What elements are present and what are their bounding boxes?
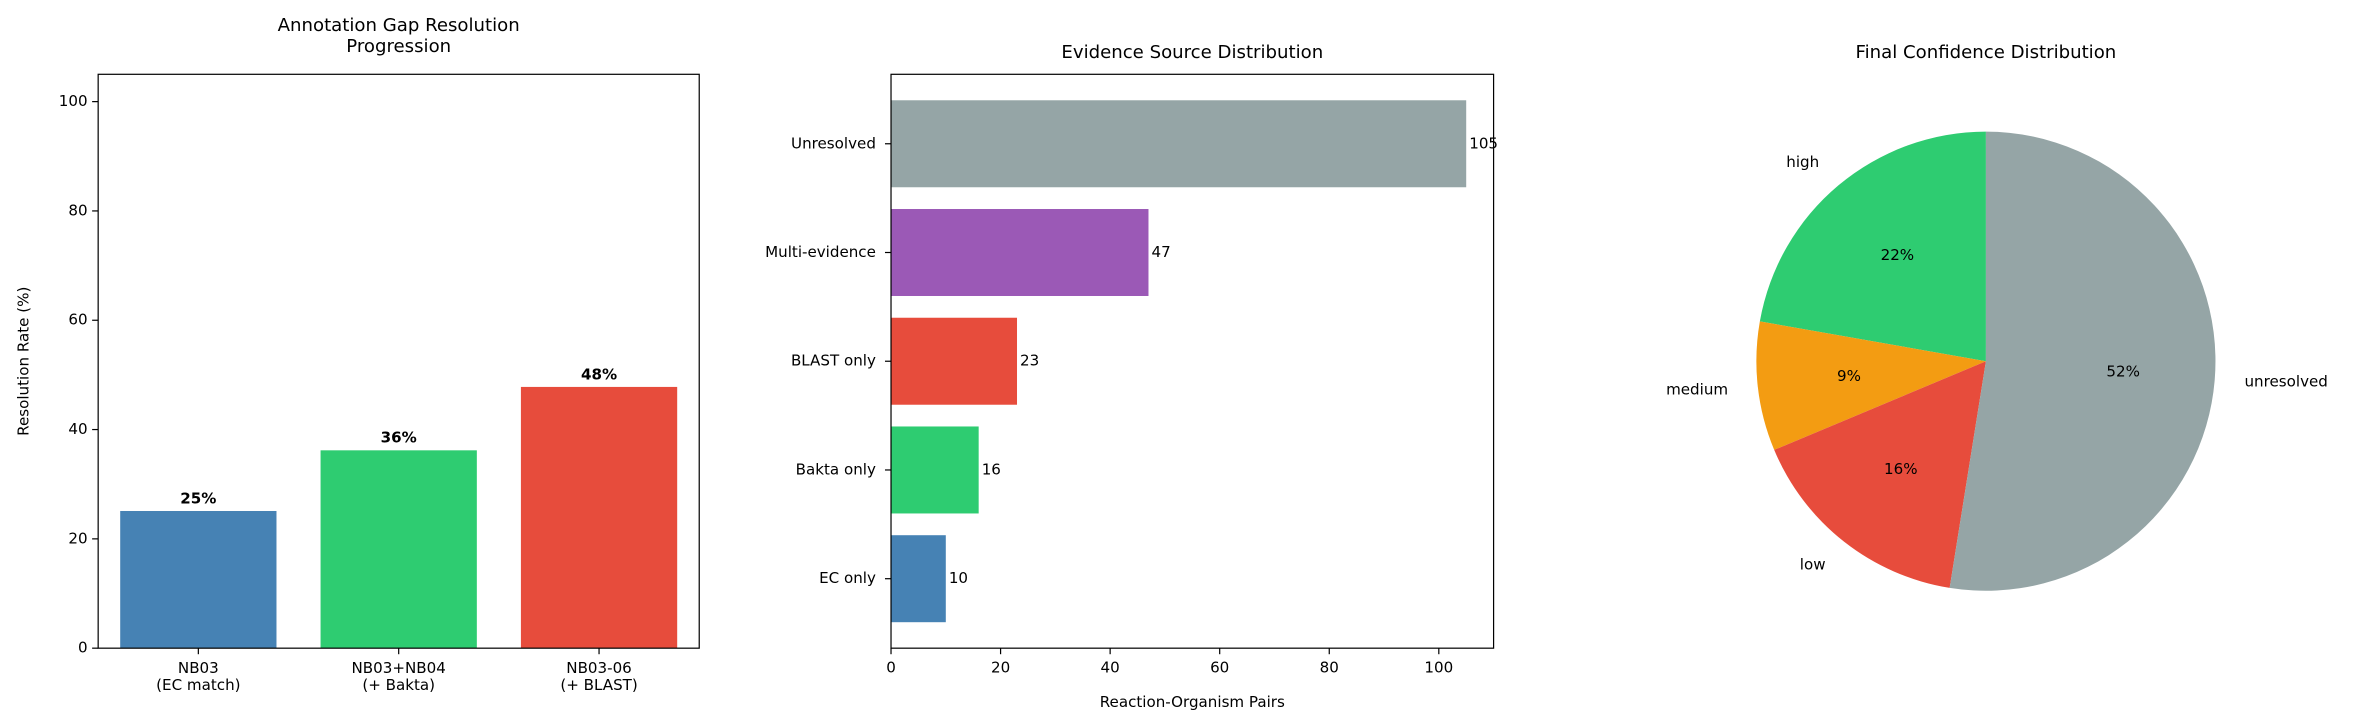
y-tick-label: 100	[59, 92, 88, 110]
slice-label: unresolved	[2244, 372, 2327, 390]
x-tick-label: NB03+NB04 (+ Bakta)	[352, 658, 446, 693]
y-tick-label: EC only	[819, 569, 876, 587]
bar	[891, 426, 979, 514]
slice-pct: 9%	[1837, 367, 1861, 385]
x-tick-label: NB03-06 (+ BLAST)	[560, 658, 637, 693]
pie-slice	[1759, 131, 1986, 362]
chart-title: Annotation Gap Resolution Progression	[278, 15, 520, 57]
chart-title: Evidence Source Distribution	[1061, 42, 1323, 63]
slice-label: medium	[1666, 380, 1728, 398]
x-tick-label: 100	[1424, 658, 1453, 676]
pie-slice	[1756, 321, 1986, 450]
x-axis-label: Reaction-Organism Pairs	[1100, 693, 1285, 711]
bar	[891, 209, 1149, 296]
x-tick-label: 80	[1320, 658, 1339, 676]
slice-pct: 22%	[1881, 246, 1915, 264]
y-tick-label: 80	[68, 201, 87, 219]
axes-frame	[97, 73, 700, 649]
pie-slice	[1949, 131, 2216, 591]
bar	[320, 450, 477, 649]
y-tick-label: 60	[68, 311, 87, 329]
x-tick-label: 40	[1101, 658, 1120, 676]
bar	[891, 535, 946, 623]
y-tick-label: 40	[68, 420, 87, 438]
y-tick-label: Bakta only	[796, 460, 876, 478]
slice-label: high	[1786, 153, 1819, 171]
x-tick-label: 20	[991, 658, 1010, 676]
y-tick-label: 20	[68, 529, 87, 547]
bar	[120, 510, 277, 649]
bar	[891, 317, 1018, 405]
x-tick-label: NB03 (EC match)	[156, 658, 240, 693]
slice-label: low	[1800, 556, 1826, 574]
slice-pct: 52%	[2106, 363, 2140, 381]
slice-pct: 16%	[1884, 460, 1918, 478]
value-label: 105	[1469, 134, 1498, 152]
bar	[520, 386, 678, 649]
value-label: 36%	[381, 429, 417, 447]
x-tick-label: 60	[1210, 658, 1229, 676]
y-tick-label: Multi-evidence	[765, 243, 876, 261]
chart-title: Final Confidence Distribution	[1856, 42, 2117, 63]
axes-frame	[890, 73, 1495, 649]
value-label: 48%	[581, 365, 617, 383]
bar	[891, 100, 1467, 188]
value-label: 25%	[180, 489, 216, 507]
y-tick-label: 0	[78, 639, 88, 657]
value-label: 47	[1152, 243, 1171, 261]
y-axis-label: Resolution Rate (%)	[15, 287, 33, 436]
y-tick-label: Unresolved	[791, 134, 876, 152]
value-label: 23	[1020, 352, 1039, 370]
x-tick-label: 0	[886, 658, 896, 676]
pie-slice	[1774, 361, 1986, 588]
value-label: 10	[949, 569, 968, 587]
y-tick-label: BLAST only	[791, 352, 876, 370]
value-label: 16	[982, 460, 1001, 478]
